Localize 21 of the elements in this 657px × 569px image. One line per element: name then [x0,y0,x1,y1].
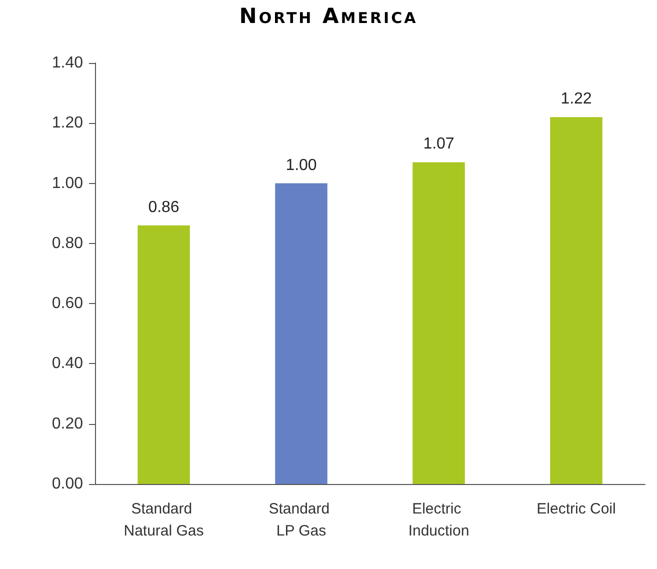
y-tick-label: 1.00 [52,174,84,192]
bar [138,225,190,484]
bar [275,183,328,484]
y-tick-label: 0.20 [52,415,84,432]
y-tick-label: 0.00 [52,476,84,492]
y-tick-label: 1.40 [52,54,84,72]
x-tick-label: Standard Natural Gas [124,500,204,540]
bar [412,162,465,484]
y-tick-label: 1.20 [52,114,84,132]
x-tick-label: Standard LP Gas [268,500,334,540]
x-tick-label: Electric Coil [536,500,616,518]
data-label: 1.07 [423,136,454,153]
chart-title: North America [238,4,419,28]
y-tick-label: 0.40 [52,355,84,372]
data-label: 1.00 [286,156,317,174]
data-label: 1.22 [560,90,592,108]
y-tick-label: 0.80 [52,234,84,252]
data-label: 0.86 [148,198,180,216]
x-tick-label: Electric Induction [408,500,470,540]
y-tick-label: 0.60 [52,295,84,312]
bar [550,117,602,484]
